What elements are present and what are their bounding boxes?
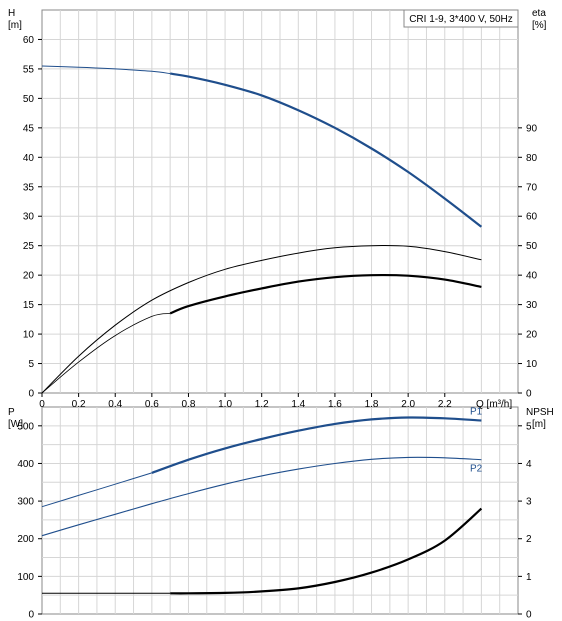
eta-axis-unit: [%] <box>532 20 547 31</box>
npsh-axis-title: NPSH <box>526 407 554 418</box>
p-tick-label: 0 <box>28 610 34 621</box>
npsh-tick-label: 4 <box>526 459 532 470</box>
eta-tick-label: 50 <box>526 241 538 252</box>
npsh-tick-label: 0 <box>526 610 532 621</box>
h-tick-label: 25 <box>23 241 35 252</box>
npsh-axis-unit: [m] <box>532 419 546 430</box>
eta-axis-title: eta <box>532 8 546 19</box>
p-tick-label: 400 <box>17 459 34 470</box>
eta-tick-label: 20 <box>526 330 538 341</box>
q-tick-label: 0.8 <box>182 399 196 410</box>
h-tick-label: 5 <box>28 359 34 370</box>
h-tick-label: 45 <box>23 123 35 134</box>
p-axis-title: P <box>8 407 15 418</box>
npsh-tick-label: 1 <box>526 572 532 583</box>
h-tick-label: 50 <box>23 94 35 105</box>
eta-tick-label: 30 <box>526 300 538 311</box>
power-p2-curve <box>41 456 482 537</box>
eta-tick-label: 60 <box>526 212 538 223</box>
q-tick-label: 0.2 <box>72 399 86 410</box>
q-tick-label: 2.0 <box>401 399 415 410</box>
p2-series-label: P2 <box>470 464 483 475</box>
h-tick-label: 60 <box>23 35 35 46</box>
power-p1-curve-thin <box>41 472 152 508</box>
h-tick-label: 20 <box>23 271 35 282</box>
q-axis-title: Q [m³/h] <box>476 399 512 410</box>
efficiency-curve-inner-thin <box>41 313 171 394</box>
p-tick-label: 100 <box>17 572 34 583</box>
head-curve-thin <box>41 65 171 75</box>
h-tick-label: 15 <box>23 300 35 311</box>
q-tick-label: 1.2 <box>255 399 269 410</box>
efficiency-curve-inner <box>169 273 482 315</box>
head-curve <box>170 72 483 228</box>
q-tick-label: 2.2 <box>438 399 452 410</box>
p-tick-label: 500 <box>17 421 34 432</box>
eta-tick-label: 80 <box>526 153 538 164</box>
q-tick-label: 1.6 <box>328 399 342 410</box>
power-p1-curve <box>151 416 482 474</box>
npsh-tick-label: 2 <box>526 534 532 545</box>
h-tick-label: 40 <box>23 153 35 164</box>
h-axis-title: H <box>8 8 15 19</box>
h-tick-label: 30 <box>23 212 35 223</box>
q-tick-label: 0 <box>39 399 45 410</box>
p-tick-label: 200 <box>17 534 34 545</box>
q-tick-label: 0.4 <box>108 399 122 410</box>
eta-tick-label: 0 <box>526 389 532 400</box>
q-tick-label: 1.8 <box>365 399 379 410</box>
h-tick-label: 35 <box>23 182 35 193</box>
h-tick-label: 55 <box>23 64 35 75</box>
efficiency-curve-outer <box>41 244 482 394</box>
q-tick-label: 0.6 <box>145 399 159 410</box>
eta-tick-label: 10 <box>526 359 538 370</box>
npsh-curve <box>170 507 483 595</box>
legend-text: CRI 1-9, 3*400 V, 50Hz <box>409 14 513 25</box>
eta-tick-label: 90 <box>526 123 538 134</box>
h-axis-unit: [m] <box>8 20 22 31</box>
h-tick-label: 0 <box>28 389 34 400</box>
npsh-tick-label: 3 <box>526 497 532 508</box>
npsh-tick-label: 5 <box>526 421 532 432</box>
eta-tick-label: 40 <box>526 271 538 282</box>
eta-tick-label: 70 <box>526 182 538 193</box>
q-tick-label: 1.0 <box>218 399 232 410</box>
p1-series-label: P1 <box>470 407 483 418</box>
h-tick-label: 10 <box>23 330 35 341</box>
p-axis-unit: [W] <box>8 419 23 430</box>
p-tick-label: 300 <box>17 497 34 508</box>
q-tick-label: 1.4 <box>291 399 305 410</box>
legend-box <box>403 9 519 28</box>
